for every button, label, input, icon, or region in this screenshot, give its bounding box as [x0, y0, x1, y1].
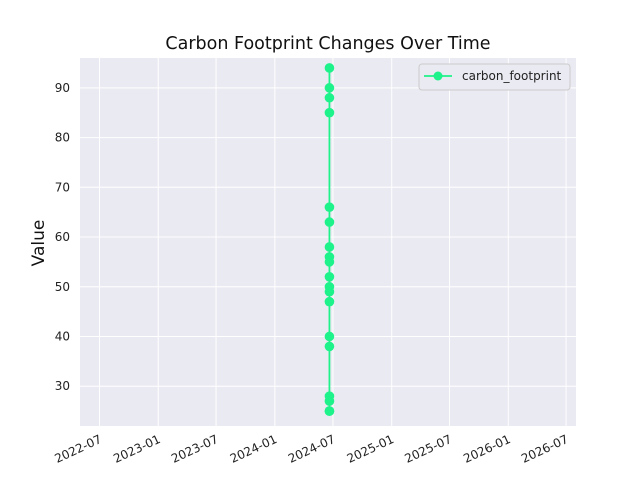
- x-tick-labels: 2022-07 2023-01 2023-07 2024-01 2024-07 2025-…: [52, 432, 570, 466]
- y-tick-label: 90: [55, 81, 70, 95]
- y-tick-label: 60: [55, 230, 70, 244]
- y-tick-label: 50: [55, 280, 70, 294]
- data-point: [324, 63, 335, 73]
- x-tick-label: 2022-07: [52, 432, 103, 466]
- x-tick-label: 2024-01: [228, 432, 279, 466]
- y-tick-labels: 30 40 50 60 70 80 90: [55, 81, 70, 393]
- x-tick-label: 2023-07: [169, 432, 220, 466]
- x-tick-label: 2025-07: [403, 432, 454, 466]
- legend-marker-carbon-footprint: [433, 71, 443, 81]
- y-tick-label: 80: [55, 131, 70, 145]
- data-point: [324, 202, 335, 212]
- x-tick-label: 2023-01: [111, 432, 162, 466]
- y-axis-label: Value: [29, 220, 49, 267]
- x-tick-label: 2024-07: [286, 432, 337, 466]
- x-tick-label: 2026-07: [519, 432, 570, 466]
- y-tick-label: 70: [55, 180, 70, 194]
- legend: carbon_footprint: [418, 63, 571, 91]
- data-points: [324, 63, 335, 416]
- plot-background: [80, 58, 576, 426]
- data-point: [324, 331, 335, 342]
- data-point: [324, 341, 335, 352]
- data-point: [324, 257, 335, 267]
- data-point: [324, 92, 335, 103]
- chart-title: Carbon Footprint Changes Over Time: [165, 34, 490, 54]
- data-point: [324, 396, 335, 406]
- x-tick-label: 2026-01: [461, 432, 512, 466]
- data-point: [324, 406, 335, 416]
- x-tick-label: 2025-01: [345, 432, 396, 466]
- data-point: [324, 217, 335, 227]
- data-point: [324, 296, 335, 307]
- legend-label-carbon-footprint: carbon_footprint: [462, 69, 562, 83]
- y-tick-label: 40: [55, 329, 70, 343]
- y-tick-label: 30: [55, 379, 70, 393]
- data-point: [324, 272, 335, 282]
- data-point: [324, 83, 335, 93]
- data-point: [324, 242, 335, 252]
- legend-box: [418, 63, 571, 91]
- data-point: [324, 107, 335, 118]
- data-point: [324, 286, 335, 297]
